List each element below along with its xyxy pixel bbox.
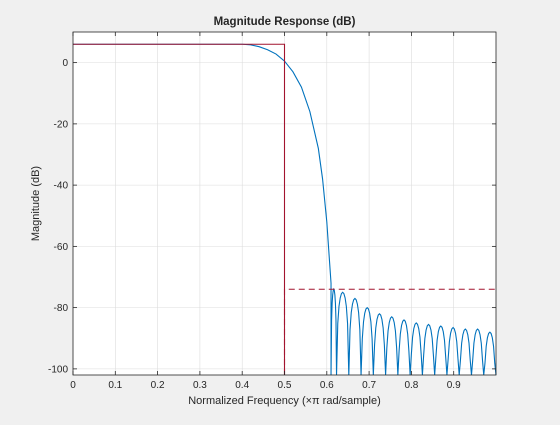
x-tick-label: 0.1	[108, 380, 122, 391]
ticks: 0 0.1 0.2 0.3 0.4 0.5 0.6 0.7 0.8 0.9 0 -20 -40 -60 -8…	[48, 32, 496, 391]
y-tick-label: -40	[54, 181, 69, 192]
x-tick-label: 0.3	[193, 380, 207, 391]
response-line	[73, 43, 497, 376]
x-tick-label: 0.4	[235, 380, 249, 391]
y-tick-label: -60	[54, 242, 69, 253]
chart-title: Magnitude Response (dB)	[214, 16, 356, 28]
plot-area	[73, 43, 497, 376]
x-tick-label: 0.5	[278, 380, 292, 391]
stopband-spec-line	[283, 288, 496, 375]
y-tick-label: -80	[54, 303, 69, 314]
x-tick-label: 0.9	[447, 380, 461, 391]
x-axis-label: Normalized Frequency (×π rad/sample)	[188, 395, 381, 407]
x-tick-label: 0.8	[404, 380, 418, 391]
y-axis-label: Magnitude (dB)	[30, 166, 42, 241]
x-tick-label: 0.6	[320, 380, 334, 391]
y-tick-label: -20	[54, 119, 69, 130]
y-tick-label: -100	[48, 364, 68, 375]
x-tick-label: 0	[70, 380, 76, 391]
x-tick-label: 0.2	[151, 380, 165, 391]
y-tick-label: 0	[62, 58, 68, 69]
passband-spec-line	[73, 43, 286, 375]
x-tick-label: 0.7	[362, 380, 376, 391]
